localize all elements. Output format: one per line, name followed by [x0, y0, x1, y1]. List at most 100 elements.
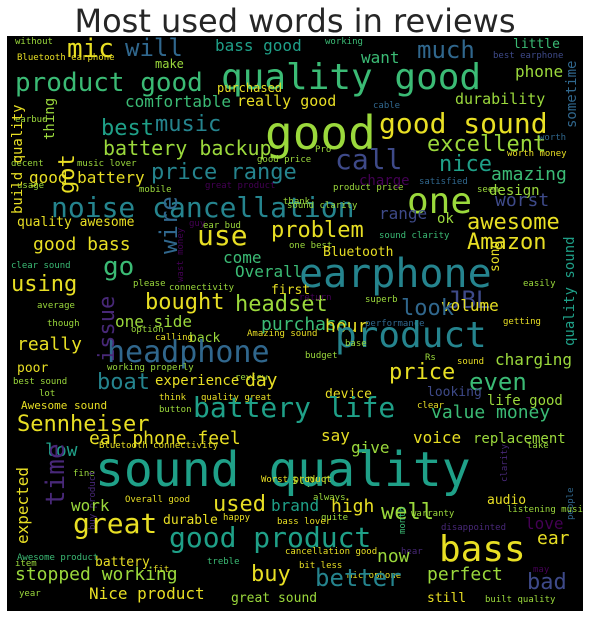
- word-easily: easily: [523, 279, 556, 289]
- word-quite: quite: [321, 513, 349, 523]
- word-battery: battery: [95, 555, 150, 570]
- word-value-money: value money: [431, 402, 551, 423]
- word-song: song: [488, 240, 503, 272]
- word-ear-bud: ear bud: [203, 221, 241, 231]
- word-battery-life: battery life: [193, 391, 396, 424]
- word-high: high: [331, 496, 375, 517]
- word-come: come: [223, 248, 262, 267]
- word-boat: boat: [97, 370, 150, 395]
- word-working: working: [325, 37, 363, 47]
- word-ear: ear: [537, 528, 570, 549]
- word-audio: audio: [487, 493, 527, 508]
- word-lot: lot: [39, 389, 56, 399]
- word-product-good: product good: [15, 68, 203, 98]
- word-fit: fit: [153, 565, 170, 575]
- word-bluetooth-connectivity: Bluetooth connectivity: [99, 441, 219, 451]
- word-perfect: perfect: [427, 564, 503, 585]
- word-awesome: awesome: [467, 210, 560, 235]
- word-worth-money: worth money: [507, 149, 567, 159]
- word-happy: happy: [223, 513, 251, 523]
- word-much: much: [417, 36, 475, 64]
- word-without: without: [15, 37, 53, 47]
- word-purchase: purchase: [261, 314, 348, 335]
- word-quality-awesome: quality awesome: [17, 215, 135, 230]
- word-looking: looking: [427, 385, 482, 400]
- word-good: good: [265, 106, 376, 160]
- word-average: average: [37, 301, 75, 311]
- word-price: price: [389, 360, 456, 385]
- word-love: love: [525, 514, 564, 533]
- word-worst: worst: [495, 190, 550, 211]
- word-quality-great: quality great: [201, 393, 272, 403]
- word-jbl: JBL: [447, 286, 491, 314]
- word-awesome-sound: Awesome sound: [21, 399, 108, 412]
- word-best-earphone: best earphone: [493, 51, 564, 61]
- word-performance: performance: [365, 319, 425, 329]
- word-phone: phone: [515, 62, 564, 81]
- word-item: item: [15, 559, 37, 569]
- word-poor: poor: [17, 361, 49, 376]
- word-call: call: [335, 143, 403, 176]
- word-expected: expected: [13, 466, 32, 544]
- word-charging: charging: [495, 350, 573, 369]
- word-great-sound: great sound: [231, 591, 318, 606]
- word-bluetooth: Bluetooth: [323, 245, 394, 260]
- word-worst-product: Worst product: [261, 475, 332, 485]
- word-working-properly: working properly: [107, 363, 194, 373]
- word-really-good: really good: [237, 92, 337, 110]
- word-cable: cable: [373, 101, 401, 111]
- word-clarity: clarity: [500, 444, 510, 482]
- word-device: device: [325, 387, 372, 402]
- word-disappointed: disappointed: [441, 523, 507, 533]
- word-usage: usage: [17, 181, 45, 191]
- word-people: people: [566, 487, 576, 520]
- word-product: product: [335, 315, 487, 356]
- word-use: use: [197, 219, 248, 252]
- word-issue: issue: [95, 295, 120, 362]
- word-please: please: [133, 279, 166, 289]
- word-sound-quality: sound quality: [95, 442, 471, 498]
- word-calling: calling: [155, 333, 193, 343]
- word-sometime: sometime: [564, 60, 580, 128]
- word-sound-clarity: sound clarity: [287, 201, 358, 211]
- word-worth: worth: [539, 133, 567, 143]
- word-ok: ok: [437, 211, 454, 227]
- word-connectivity: connectivity: [169, 283, 235, 293]
- word-best-sound: best sound: [13, 377, 68, 387]
- word-low: low: [45, 440, 78, 461]
- word-listening-music: listening music: [507, 505, 583, 515]
- word-quality-good: quality good: [221, 57, 482, 98]
- word-warranty: warranty: [411, 509, 455, 519]
- word-good-battery: good battery: [29, 168, 145, 187]
- word-may: may: [533, 565, 550, 575]
- word-clear-sound: clear sound: [11, 261, 71, 271]
- word-headset: headset: [235, 292, 328, 317]
- word-bought: bought: [145, 290, 225, 315]
- word-awesome-product: Awesome product: [17, 553, 99, 563]
- word-replacement: replacement: [473, 431, 566, 447]
- word-nice: nice: [439, 152, 492, 177]
- word-durable: durable: [163, 513, 218, 528]
- word-make: make: [155, 57, 184, 71]
- word-quality-sound: quality sound: [562, 236, 578, 346]
- word-bluetooth-earphone: Bluetooth earphone: [17, 53, 115, 63]
- word-bass-good: bass good: [215, 36, 302, 55]
- word-wast-money: wast money: [176, 227, 186, 282]
- word-will: will: [125, 36, 183, 62]
- word-amazing: amazing: [491, 164, 567, 185]
- word-got: got: [55, 154, 80, 194]
- word-life-good: life good: [487, 393, 563, 409]
- word-comfortable: comfortable: [125, 92, 231, 111]
- word-hour: hour: [325, 316, 369, 337]
- word-decent: decent: [11, 159, 44, 169]
- word-noise-cancellation: noise cancellation: [51, 191, 355, 224]
- word-build-quality: build quality: [10, 104, 26, 214]
- word-overall-good: Overall good: [125, 495, 191, 505]
- word-microphone: microphone: [347, 571, 402, 581]
- word-day: day: [245, 370, 278, 391]
- word-earphone: earphone: [299, 251, 492, 297]
- word-best: best: [101, 116, 154, 141]
- word-volume: volume: [441, 296, 499, 315]
- word-still: still: [427, 591, 467, 606]
- word-budget: budget: [305, 351, 338, 361]
